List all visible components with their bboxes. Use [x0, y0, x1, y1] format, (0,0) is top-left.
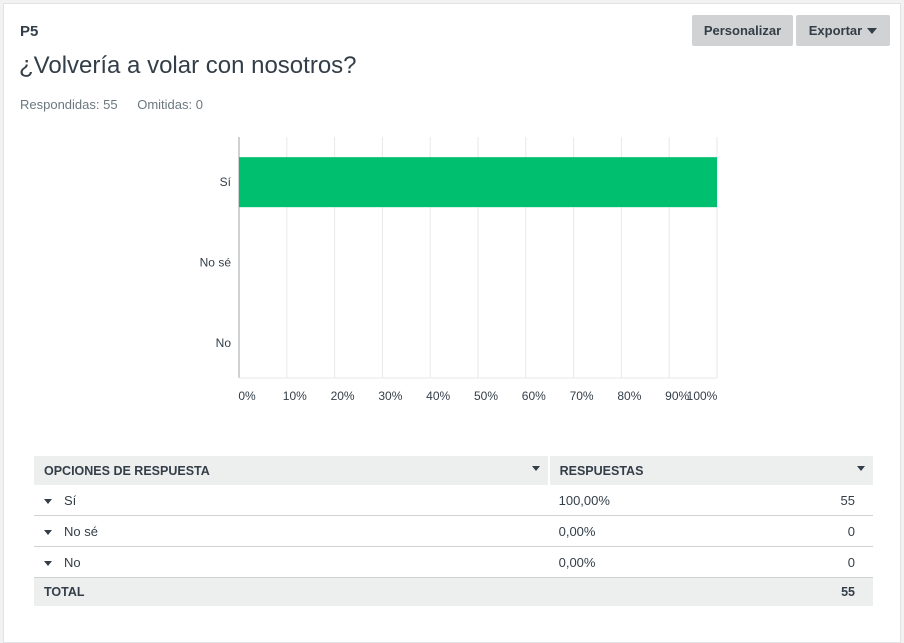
- x-tick-label: 40%: [426, 389, 450, 403]
- category-label: Sí: [220, 175, 232, 189]
- question-number: P5: [20, 23, 39, 40]
- x-tick-label: 0%: [238, 389, 256, 403]
- x-tick-label: 20%: [331, 389, 355, 403]
- export-button-label: Exportar: [808, 23, 863, 38]
- total-label: TOTAL: [34, 577, 549, 606]
- sort-caret-icon: [857, 465, 865, 471]
- expand-caret-icon[interactable]: [44, 498, 52, 504]
- answer-option-cell[interactable]: No sé: [34, 515, 549, 547]
- answer-option-cell[interactable]: Sí: [34, 485, 549, 516]
- answer-count: 0: [731, 515, 873, 547]
- x-tick-label: 100%: [687, 389, 718, 403]
- skipped-count: Omitidas: 0: [137, 97, 203, 112]
- table-total-row: TOTAL 55: [34, 577, 873, 606]
- expand-caret-icon[interactable]: [44, 529, 52, 535]
- x-tick-label: 70%: [570, 389, 594, 403]
- x-tick-label: 90%: [665, 389, 689, 403]
- question-card: P5 ¿Volvería a volar con nosotros? Respo…: [3, 3, 901, 643]
- x-tick-label: 80%: [617, 389, 641, 403]
- answer-count: 0: [731, 546, 873, 578]
- export-button[interactable]: Exportar: [796, 15, 890, 46]
- bar: [239, 157, 717, 208]
- answer-option-label: No: [64, 554, 81, 570]
- answer-option-cell[interactable]: No: [34, 546, 549, 578]
- header-responses[interactable]: RESPUESTAS: [547, 456, 873, 485]
- customize-button-label: Personalizar: [703, 23, 782, 38]
- answer-option-label: Sí: [64, 492, 77, 508]
- category-label: No sé: [200, 256, 232, 270]
- x-tick-label: 30%: [378, 389, 402, 403]
- answer-percent: 0,00%: [548, 515, 732, 547]
- x-tick-label: 10%: [283, 389, 307, 403]
- customize-button[interactable]: Personalizar: [692, 15, 793, 46]
- bar-chart: 0% 10% 20% 30% 40% 50% 60% 70% 80% 90%100% Sí No sé…: [200, 137, 718, 403]
- answer-percent: 0,00%: [548, 546, 732, 578]
- total-count: 55: [731, 577, 873, 606]
- answers-table: OPCIONES DE RESPUESTA RESPUESTAS Sí 100,…: [34, 456, 873, 606]
- table-row: Sí 100,00% 55: [34, 485, 873, 516]
- category-label: No: [216, 336, 232, 350]
- header-answer-options-label: OPCIONES DE RESPUESTA: [44, 463, 210, 478]
- header-answer-options[interactable]: OPCIONES DE RESPUESTA: [34, 456, 549, 485]
- expand-caret-icon[interactable]: [44, 560, 52, 566]
- x-tick-label: 50%: [474, 389, 498, 403]
- chevron-down-icon: [867, 27, 878, 34]
- x-tick-label: 60%: [522, 389, 546, 403]
- response-stats: Respondidas: 55 Omitidas: 0: [20, 97, 203, 112]
- question-title: ¿Volvería a volar con nosotros?: [19, 52, 357, 79]
- table-header-row: OPCIONES DE RESPUESTA RESPUESTAS: [34, 456, 873, 485]
- header-responses-label: RESPUESTAS: [559, 463, 644, 478]
- answer-percent: 100,00%: [548, 485, 732, 516]
- answer-option-label: No sé: [64, 523, 98, 539]
- table-row: No sé 0,00% 0: [34, 515, 873, 547]
- total-spacer: [548, 577, 732, 606]
- answered-count: Respondidas: 55: [20, 97, 118, 112]
- table-row: No 0,00% 0: [34, 546, 873, 578]
- answer-count: 55: [731, 485, 873, 516]
- sort-caret-icon: [531, 465, 540, 471]
